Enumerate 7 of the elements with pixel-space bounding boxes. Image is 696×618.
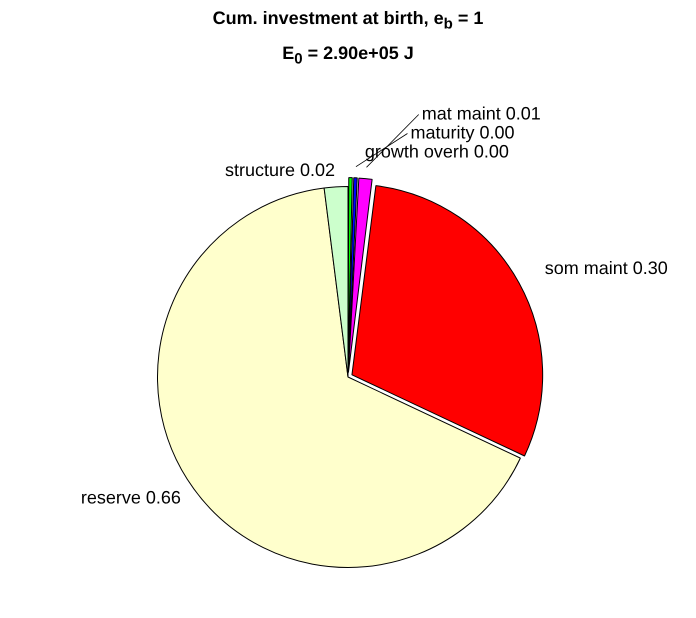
chart-title: Cum. investment at birth, e$_{b}$ = 1 bbox=[212, 8, 484, 33]
slice-label: structure 0.02 bbox=[224, 160, 336, 180]
slice-label: reserve 0.66 bbox=[80, 488, 181, 508]
chart-subtitle: E$_{0}$ = 2.90e+05 J bbox=[281, 42, 415, 68]
slice-label: mat maint 0.01 bbox=[422, 104, 541, 124]
slice-label: maturity 0.00 bbox=[410, 122, 515, 143]
slice-label: som maint 0.30 bbox=[544, 258, 668, 278]
